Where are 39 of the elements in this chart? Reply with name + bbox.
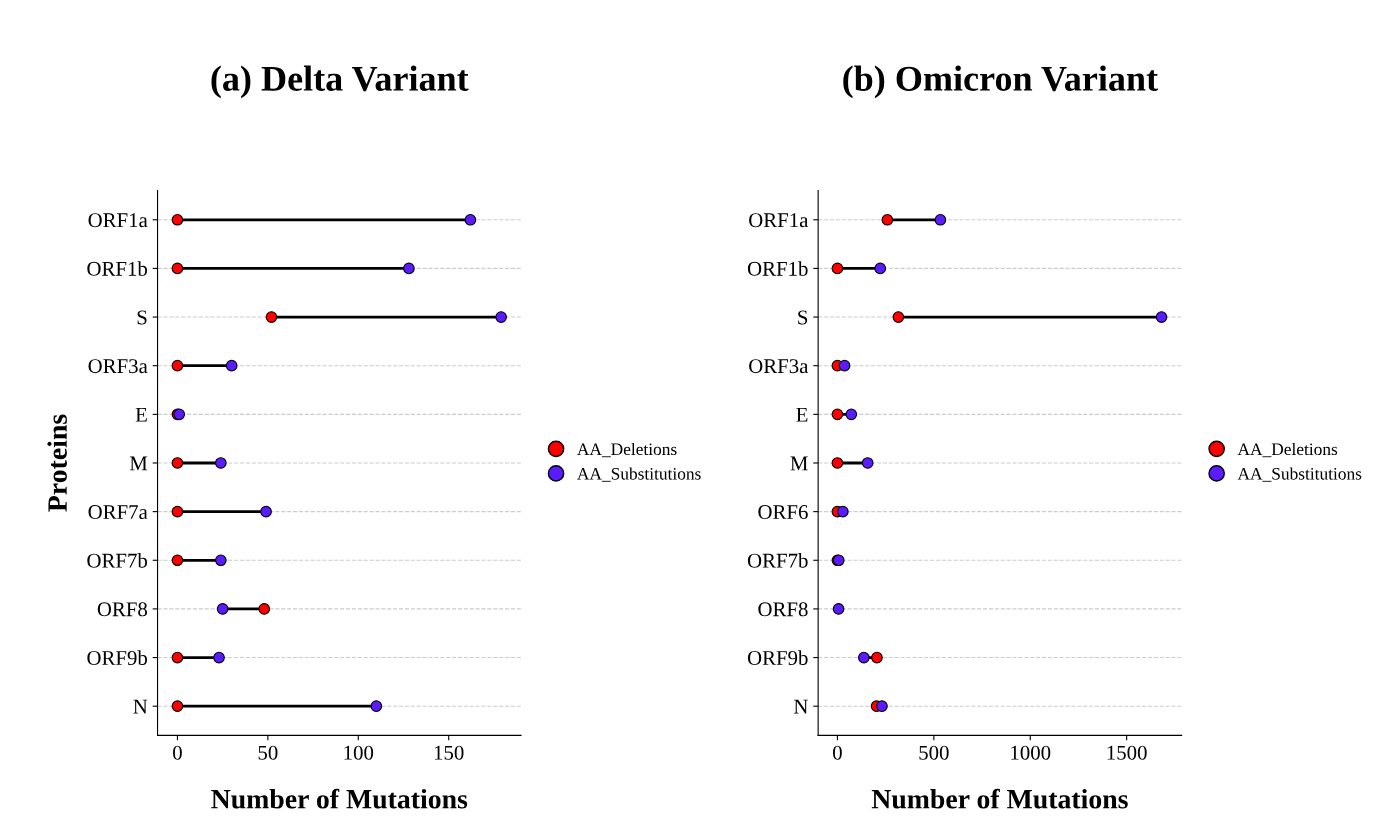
y-tick-label: ORF1b: [87, 261, 148, 276]
x-tick-label: 100: [344, 745, 374, 760]
y-tick-label: ORF7a: [88, 505, 148, 520]
y-tick-label: S: [798, 310, 808, 325]
x-tick-label: 50: [258, 745, 278, 760]
y-tick-label: M: [790, 456, 808, 471]
x-axis-title: Number of Mutations: [871, 788, 1128, 809]
legend-label: AA_Deletions: [577, 442, 677, 458]
chart-title: (a) Delta Variant: [211, 65, 469, 99]
y-tick-label: ORF8: [758, 602, 808, 617]
y-tick-label: ORF3a: [88, 359, 148, 374]
y-tick-label: N: [133, 699, 148, 714]
x-tick-label: 150: [434, 745, 464, 760]
y-tick-label: E: [135, 407, 147, 422]
x-axis-title: Number of Mutations: [211, 788, 468, 809]
y-tick-label: ORF1b: [747, 261, 808, 276]
chart-title: (b) Omicron Variant: [843, 65, 1158, 99]
y-tick-label: ORF1a: [749, 213, 809, 228]
y-axis-title: Proteins: [47, 414, 67, 512]
y-tick-label: N: [793, 699, 808, 714]
x-tick-label: 1000: [1011, 745, 1051, 760]
y-tick-label: ORF1a: [88, 213, 148, 228]
legend-label: AA_Deletions: [1237, 442, 1338, 458]
x-tick-label: 0: [173, 745, 182, 760]
y-tick-label: E: [796, 407, 808, 422]
legend-label: AA_Substitutions: [1237, 467, 1362, 482]
legend-label: AA_Substitutions: [577, 467, 701, 482]
y-tick-label: ORF7b: [747, 553, 808, 568]
y-tick-label: S: [137, 310, 147, 325]
y-tick-label: ORF8: [97, 602, 148, 617]
x-tick-label: 1500: [1107, 745, 1147, 760]
y-tick-label: M: [129, 456, 148, 471]
y-tick-label: ORF3a: [749, 359, 809, 374]
y-tick-label: ORF6: [758, 505, 808, 520]
y-tick-label: ORF9b: [87, 650, 148, 665]
x-tick-label: 0: [833, 745, 842, 760]
y-tick-label: ORF7b: [87, 553, 148, 568]
x-tick-label: 500: [919, 745, 949, 760]
y-tick-label: ORF9b: [747, 650, 808, 665]
